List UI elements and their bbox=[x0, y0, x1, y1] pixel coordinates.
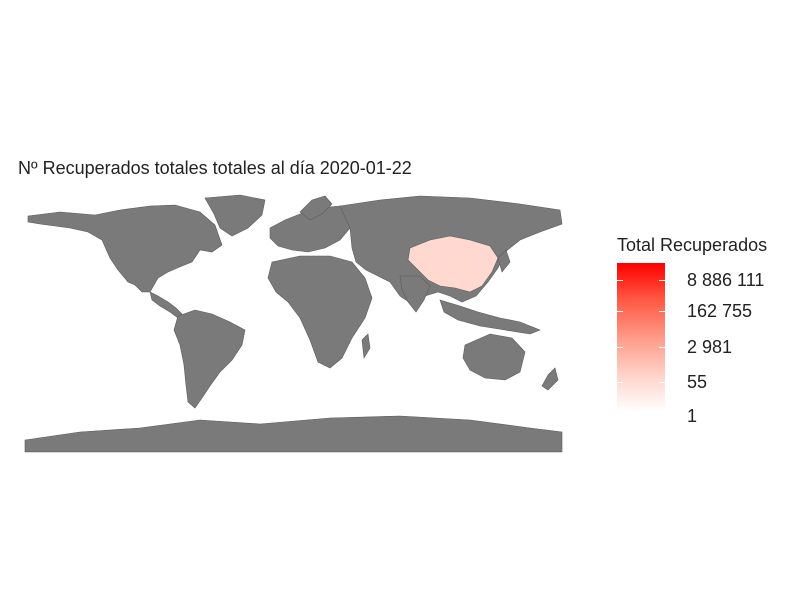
china bbox=[407, 235, 499, 293]
scandinavia bbox=[299, 195, 333, 221]
africa bbox=[267, 255, 373, 369]
north-america bbox=[27, 204, 223, 293]
legend-title: Total Recuperados bbox=[617, 235, 768, 255]
legend-tick bbox=[617, 411, 623, 412]
legend-tick bbox=[617, 347, 623, 348]
legend-tick bbox=[659, 382, 665, 383]
greenland bbox=[204, 194, 266, 237]
australia bbox=[462, 333, 526, 381]
legend-tick bbox=[659, 280, 665, 281]
legend-label: 2 981 bbox=[687, 337, 733, 357]
legend-tick bbox=[659, 411, 665, 412]
legend-tick bbox=[617, 280, 623, 281]
legend-label: 55 bbox=[687, 372, 708, 392]
southeast-asia bbox=[439, 299, 541, 335]
legend-tick bbox=[617, 311, 623, 312]
legend-color-scale bbox=[617, 263, 665, 412]
map-title: Nº Recuperados totales totales al día 20… bbox=[18, 158, 412, 178]
madagascar bbox=[361, 333, 371, 359]
legend-label: 1 bbox=[687, 406, 698, 426]
legend-label: 8 886 111 bbox=[687, 270, 765, 290]
legend-tick bbox=[659, 311, 665, 312]
antarctica bbox=[24, 415, 563, 453]
central-america bbox=[149, 291, 183, 319]
india bbox=[399, 275, 431, 313]
new-zealand bbox=[541, 367, 559, 391]
south-america bbox=[173, 309, 246, 409]
legend-tick bbox=[617, 382, 623, 383]
legend-tick bbox=[659, 347, 665, 348]
japan bbox=[497, 249, 511, 273]
legend-label: 162 755 bbox=[687, 301, 753, 321]
